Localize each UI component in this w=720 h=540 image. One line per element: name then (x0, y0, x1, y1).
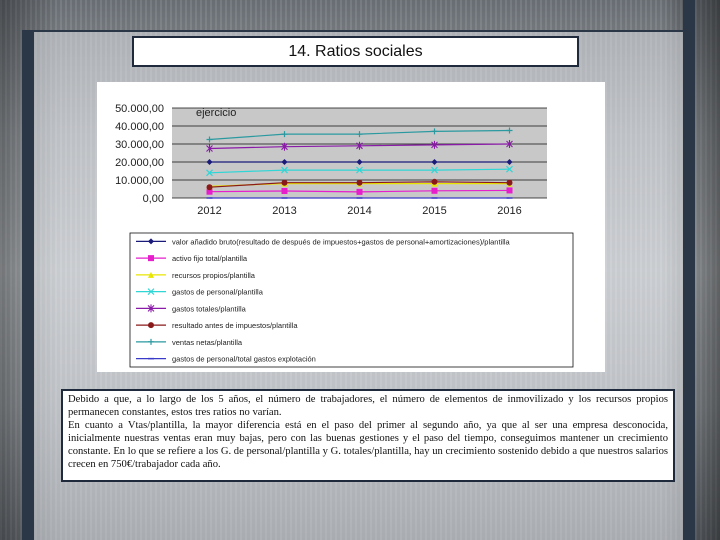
legend-marker (147, 288, 155, 296)
data-point (506, 127, 513, 134)
legend-label: recursos propios/plantilla (172, 271, 256, 280)
data-point (506, 179, 513, 186)
data-point (206, 184, 213, 191)
legend-marker (148, 238, 154, 245)
legend-label: valor añadido bruto(resultado de después… (172, 237, 511, 246)
legend-marker (147, 304, 155, 313)
legend-label: ventas netas/plantilla (172, 338, 243, 347)
slide-title-box: 14. Ratios sociales (132, 36, 579, 67)
data-point (506, 165, 513, 173)
legend-marker (148, 338, 154, 345)
explanation-paragraph-1: Debido a que, a lo largo de los 5 años, … (68, 394, 668, 418)
data-point (506, 187, 513, 194)
data-point (281, 179, 288, 186)
data-point (281, 187, 288, 194)
legend-label: gastos de personal/total gastos explotac… (172, 355, 316, 364)
data-point (356, 159, 363, 165)
chart-panel: 0,00 10.000,00 20.000,00 30.000,00 40.000,00… (97, 82, 605, 372)
legend-label: activo fijo total/plantilla (172, 254, 248, 263)
frame-right-bar (683, 0, 695, 540)
data-point (431, 140, 438, 149)
y-tick-label: 0,00 (143, 193, 164, 205)
data-point (431, 187, 438, 194)
y-tick-label: 30.000,00 (115, 139, 164, 151)
line-chart: 0,00 10.000,00 20.000,00 30.000,00 40.000,00… (115, 103, 574, 368)
data-point (206, 144, 213, 153)
legend-marker (148, 271, 154, 278)
x-tick-label: 2014 (347, 205, 371, 217)
x-tick-label: 2016 (497, 205, 521, 217)
x-tick-label: 2013 (272, 205, 296, 217)
data-point (281, 131, 288, 138)
explanation-text-box: Debido a que, a lo largo de los 5 años, … (61, 389, 675, 482)
legend-marker (148, 255, 154, 262)
data-point (356, 131, 363, 138)
x-tick-label: 2015 (422, 205, 446, 217)
data-point (281, 159, 288, 165)
data-point (431, 178, 438, 185)
data-point (206, 136, 213, 143)
data-point (206, 159, 213, 165)
frame-left-bar (22, 30, 34, 540)
x-tick-label: 2012 (197, 205, 221, 217)
y-tick-label: 40.000,00 (115, 121, 164, 133)
data-point (356, 141, 363, 150)
legend-label: gastos totales/plantilla (172, 304, 247, 313)
legend-box (129, 232, 574, 368)
data-point (506, 140, 513, 148)
data-point (206, 169, 213, 177)
data-point (206, 188, 213, 195)
data-point (281, 142, 288, 151)
legend-label: resultado antes de impuestos/plantilla (172, 321, 298, 330)
chart-title: ejercicio (196, 107, 236, 119)
y-tick-label: 10.000,00 (115, 175, 164, 187)
data-point (431, 166, 438, 174)
data-point (431, 128, 438, 135)
data-point (431, 159, 438, 165)
legend-label: gastos de personal/plantilla (172, 288, 264, 297)
y-tick-label: 20.000,00 (115, 157, 164, 169)
y-tick-label: 50.000,00 (115, 103, 164, 115)
data-point (281, 166, 288, 174)
slide-title: 14. Ratios sociales (288, 42, 423, 60)
data-point (356, 179, 363, 186)
legend-marker (148, 322, 154, 329)
data-point (356, 166, 363, 174)
data-point (356, 188, 363, 195)
data-point (506, 159, 513, 165)
frame-top-bar (22, 30, 695, 32)
explanation-paragraph-2: En cuanto a Vtas/plantilla, la mayor dif… (68, 420, 668, 470)
